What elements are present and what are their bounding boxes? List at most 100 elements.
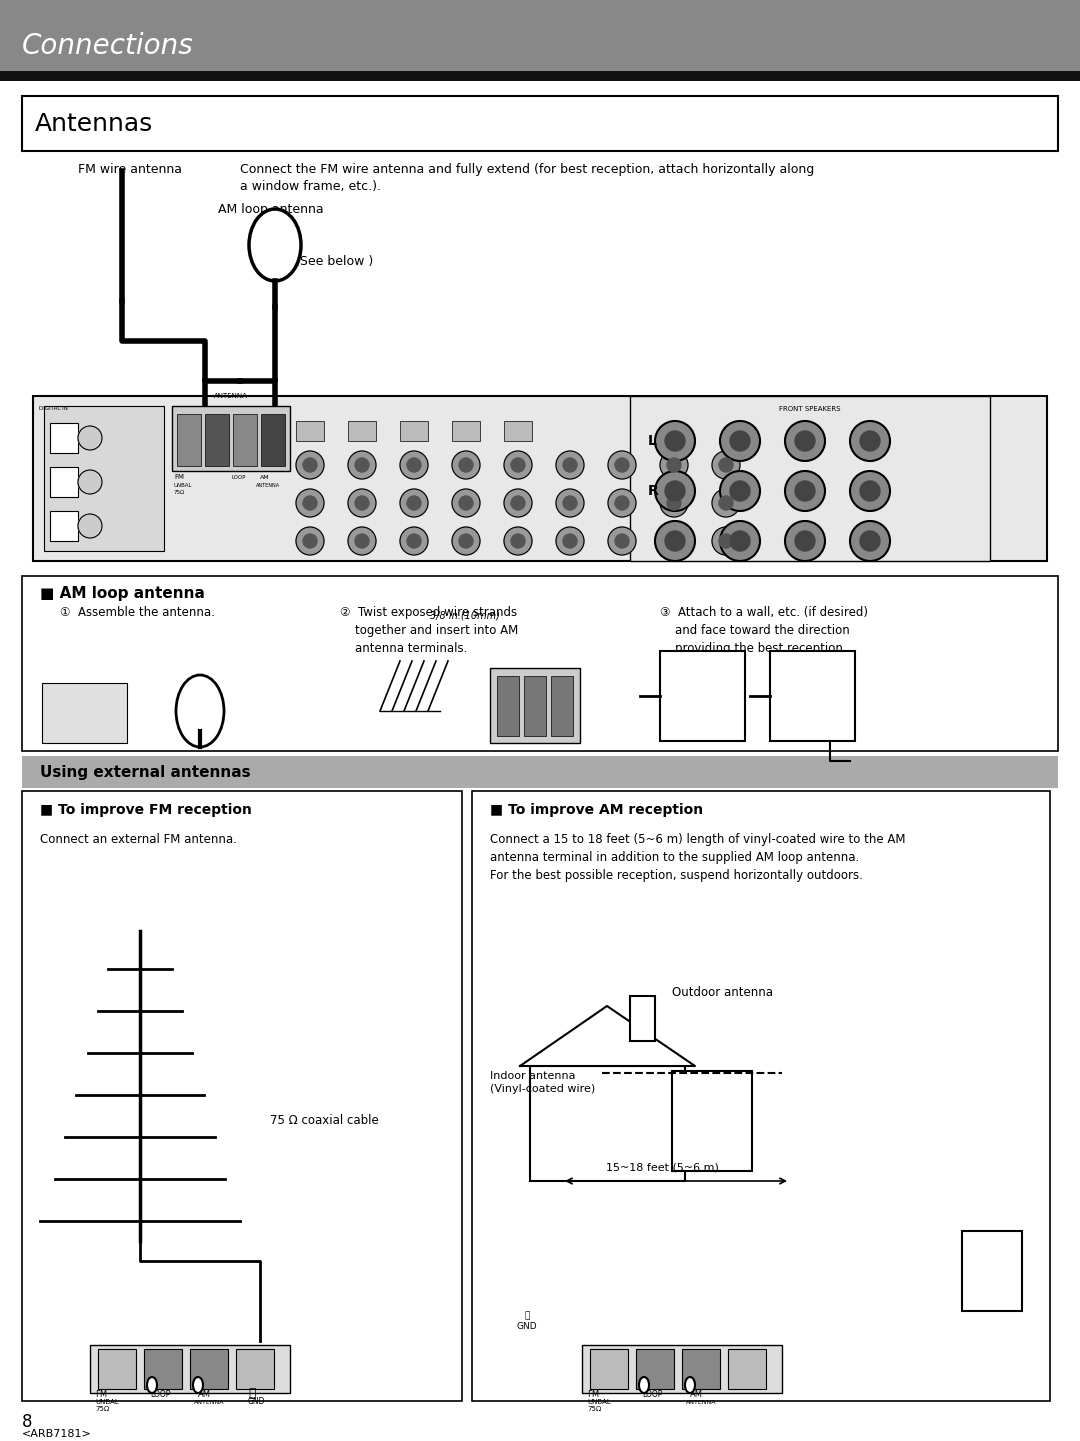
- Text: Connect an external FM antenna.: Connect an external FM antenna.: [40, 833, 237, 846]
- Circle shape: [296, 451, 324, 478]
- Circle shape: [296, 527, 324, 555]
- Text: LOOP: LOOP: [150, 1391, 171, 1399]
- Circle shape: [719, 458, 733, 473]
- Circle shape: [459, 496, 473, 510]
- Text: (See below ): (See below ): [295, 255, 374, 268]
- Text: R: R: [648, 484, 659, 499]
- Ellipse shape: [147, 1378, 157, 1393]
- Bar: [551, 676, 573, 736]
- Text: AM: AM: [690, 1391, 703, 1399]
- Text: ⌗
GND: ⌗ GND: [516, 1311, 538, 1331]
- Circle shape: [712, 488, 740, 517]
- Text: ANTENNA: ANTENNA: [686, 1401, 716, 1405]
- Text: 15~18 feet (5~6 m): 15~18 feet (5~6 m): [606, 1163, 718, 1173]
- Circle shape: [712, 527, 740, 555]
- Circle shape: [355, 535, 369, 548]
- Bar: [453, 421, 480, 441]
- Text: GND: GND: [248, 1396, 266, 1406]
- Circle shape: [504, 488, 532, 517]
- Circle shape: [860, 481, 880, 501]
- Text: FM: FM: [95, 1391, 107, 1399]
- Text: ANTENNA: ANTENNA: [256, 483, 280, 488]
- Circle shape: [78, 514, 102, 537]
- Text: Antennas: Antennas: [35, 112, 153, 135]
- Text: Connect a 15 to 18 feet (5~6 m) length of vinyl-coated wire to the AM: Connect a 15 to 18 feet (5~6 m) length o…: [490, 833, 905, 846]
- Circle shape: [667, 496, 681, 510]
- Bar: [962, 1231, 1022, 1311]
- Circle shape: [712, 451, 740, 478]
- Text: LOOP: LOOP: [642, 1391, 662, 1399]
- Text: ANTENNA: ANTENNA: [194, 1401, 225, 1405]
- Circle shape: [860, 530, 880, 550]
- Circle shape: [511, 458, 525, 473]
- Text: UNBAL: UNBAL: [95, 1399, 119, 1405]
- Circle shape: [785, 421, 825, 461]
- Bar: [636, 1349, 674, 1389]
- Text: 8: 8: [22, 1414, 32, 1431]
- Circle shape: [459, 458, 473, 473]
- Text: AM: AM: [198, 1391, 211, 1399]
- Bar: [33, 396, 1047, 561]
- Bar: [205, 414, 229, 465]
- Circle shape: [665, 530, 685, 550]
- Circle shape: [78, 427, 102, 450]
- Circle shape: [720, 471, 760, 512]
- Circle shape: [303, 458, 318, 473]
- Bar: [590, 1349, 627, 1389]
- Text: FM wire antenna: FM wire antenna: [78, 163, 183, 176]
- Circle shape: [296, 488, 324, 517]
- Bar: [90, 1344, 291, 1393]
- Bar: [0, 0, 1080, 71]
- Circle shape: [730, 481, 750, 501]
- Text: DIGITAL IN: DIGITAL IN: [39, 406, 68, 411]
- Ellipse shape: [176, 674, 224, 746]
- Circle shape: [453, 527, 480, 555]
- Text: Connections: Connections: [22, 32, 193, 61]
- Bar: [261, 414, 285, 465]
- Circle shape: [795, 530, 815, 550]
- Circle shape: [785, 522, 825, 561]
- Ellipse shape: [193, 1378, 203, 1393]
- Bar: [630, 396, 990, 561]
- Ellipse shape: [249, 209, 301, 281]
- Circle shape: [511, 496, 525, 510]
- Bar: [22, 97, 1058, 151]
- Text: ■ To improve AM reception: ■ To improve AM reception: [490, 803, 703, 817]
- Bar: [504, 421, 532, 441]
- Circle shape: [720, 421, 760, 461]
- Bar: [728, 1349, 766, 1389]
- Circle shape: [850, 421, 890, 461]
- Circle shape: [667, 535, 681, 548]
- Circle shape: [453, 451, 480, 478]
- Text: ■ To improve FM reception: ■ To improve FM reception: [40, 803, 252, 817]
- Circle shape: [78, 470, 102, 494]
- Bar: [44, 406, 164, 550]
- Circle shape: [556, 488, 584, 517]
- Circle shape: [608, 451, 636, 478]
- Bar: [770, 651, 855, 741]
- Bar: [237, 1349, 274, 1389]
- Bar: [22, 791, 462, 1401]
- Polygon shape: [519, 1006, 696, 1066]
- Circle shape: [504, 451, 532, 478]
- Text: AM: AM: [260, 476, 270, 480]
- Circle shape: [795, 431, 815, 451]
- Bar: [348, 421, 376, 441]
- Text: FRONT SPEAKERS: FRONT SPEAKERS: [780, 406, 840, 412]
- Circle shape: [850, 522, 890, 561]
- Circle shape: [654, 522, 696, 561]
- Text: Using external antennas: Using external antennas: [40, 765, 251, 780]
- Bar: [490, 669, 580, 744]
- Circle shape: [719, 535, 733, 548]
- Circle shape: [563, 496, 577, 510]
- Circle shape: [615, 496, 629, 510]
- Ellipse shape: [639, 1378, 649, 1393]
- Circle shape: [400, 488, 428, 517]
- Text: UNBAL: UNBAL: [174, 483, 192, 488]
- Text: ①  Assemble the antenna.: ① Assemble the antenna.: [60, 607, 215, 620]
- Bar: [0, 71, 1080, 81]
- Bar: [98, 1349, 136, 1389]
- Circle shape: [400, 451, 428, 478]
- Circle shape: [665, 431, 685, 451]
- Text: a window frame, etc.).: a window frame, etc.).: [240, 180, 381, 193]
